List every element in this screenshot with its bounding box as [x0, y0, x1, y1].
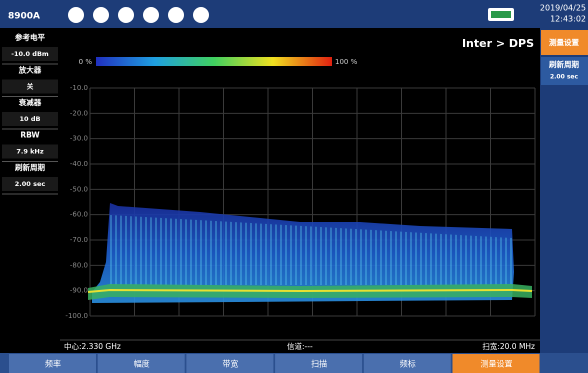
y-tick-label: -50.0 [70, 185, 88, 193]
y-tick-label: -90.0 [70, 287, 88, 295]
param-label: 刷新周期 [14, 162, 45, 172]
y-tick-label: -30.0 [70, 135, 88, 143]
y-tick-label: -40.0 [70, 160, 88, 168]
help-icon[interactable] [168, 7, 184, 23]
time: 12:43:02 [550, 15, 586, 24]
tab-label: 扫描 [311, 359, 327, 369]
param-label: 衰减器 [18, 97, 42, 107]
span: 扫宽:20.0 MHz [482, 341, 535, 351]
y-tick-label: -100.0 [65, 312, 88, 320]
param-label: RBW [20, 131, 40, 140]
channel: 信道:--- [287, 341, 313, 351]
date: 2019/04/25 [540, 4, 586, 13]
tab-label: 频标 [400, 359, 416, 369]
param-value: 10 dB [20, 115, 41, 123]
tab-label: 频率 [45, 359, 61, 369]
button-label: 测量设置 [549, 37, 579, 47]
y-tick-label: -60.0 [70, 211, 88, 219]
model: 8900A [8, 12, 40, 22]
y-tick-label: -20.0 [70, 109, 88, 117]
file-icon[interactable] [118, 7, 134, 23]
tab-label: 带宽 [222, 359, 238, 369]
y-tick-label: -80.0 [70, 261, 88, 269]
button-value: 2.00 sec [550, 74, 579, 81]
display-title: Inter > DPS [462, 37, 534, 50]
settings-icon[interactable] [193, 7, 209, 23]
tab-label: 测量设置 [481, 359, 513, 369]
param-value: 2.00 sec [15, 180, 46, 188]
home-icon[interactable] [68, 7, 84, 23]
colorbar-min: 0 % [79, 58, 93, 66]
y-tick-label: -70.0 [70, 236, 88, 244]
param-label: 参考电平 [15, 32, 45, 42]
button-label: 刷新周期 [548, 59, 579, 69]
param-value: 关 [27, 82, 34, 91]
tab-label: 幅度 [134, 359, 150, 369]
menu-icon[interactable] [93, 7, 109, 23]
center-frequency: 中心:2.330 GHz [64, 341, 121, 351]
y-tick-label: -10.0 [70, 84, 88, 92]
colorbar-max: 100 % [335, 58, 358, 66]
save-icon[interactable] [143, 7, 159, 23]
colorbar [96, 57, 332, 66]
screen: 8900A 2019/04/25 12:43:02 参考电平 -10.0 dBm 放大器关… [0, 0, 588, 373]
param-value: 7.9 kHz [16, 148, 44, 156]
battery-level [491, 11, 511, 18]
param-value: -10.0 dBm [11, 50, 49, 58]
param-label: 放大器 [18, 65, 42, 75]
